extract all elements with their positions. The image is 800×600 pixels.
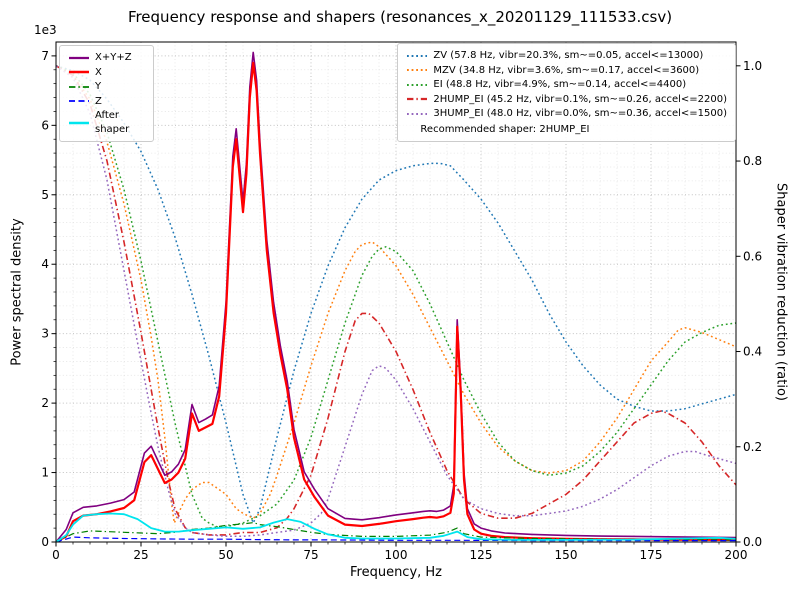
x-tick-label: 100: [385, 548, 408, 562]
left-axis-label: Power spectral density: [9, 218, 25, 366]
series-zv: [56, 65, 736, 524]
series-hump2: [56, 65, 736, 536]
x-tick-label: 75: [303, 548, 318, 562]
legend-item-ei: EI (48.8 Hz, vibr=4.9%, sm~=0.14, accel<…: [406, 78, 727, 92]
y-right-tick-label: 0.0: [743, 535, 762, 549]
y-left-tick-label: 5: [41, 188, 49, 202]
legend-line-sample-zv: [407, 54, 428, 57]
y-left-tick-label: 7: [41, 49, 49, 63]
y-left-tick-label: 1: [41, 466, 49, 480]
y-left-tick-label: 6: [41, 118, 49, 132]
legend-line-sample-x: [69, 71, 89, 74]
legend-label-ei: EI (48.8 Hz, vibr=4.9%, sm~=0.14, accel<…: [433, 79, 687, 90]
series-x: [56, 61, 736, 542]
legend-shapers: ZV (57.8 Hz, vibr=20.3%, sm~=0.05, accel…: [397, 43, 736, 142]
x-tick-label: 150: [555, 548, 578, 562]
series: [56, 51, 736, 542]
y-right-tick-label: 0.4: [743, 345, 762, 359]
series-mzv: [56, 65, 736, 524]
legend-line-sample-hump3: [407, 112, 428, 115]
y-right-tick-label: 0.8: [743, 154, 762, 168]
x-axis-label: Frequency, Hz: [349, 565, 443, 580]
legend-item-sum: X+Y+Z: [68, 51, 145, 65]
legend-label-z: Z: [95, 95, 102, 107]
legend-label-mzv: MZV (34.8 Hz, vibr=3.6%, sm~=0.17, accel…: [433, 64, 700, 76]
y-right-tick-label: 0.2: [743, 440, 762, 454]
legend-label-after: After shaper: [95, 110, 130, 135]
legend-item-after: After shaper: [68, 109, 145, 136]
legend-line-sample-after: [69, 121, 89, 124]
right-axis-label: Shaper vibration reduction (ratio): [773, 183, 789, 401]
legend-item-mzv: MZV (34.8 Hz, vibr=3.6%, sm~=0.17, accel…: [406, 64, 727, 78]
y-left-tick-label: 4: [41, 257, 49, 271]
legend-line-sample-hump2: [407, 98, 428, 101]
x-tick-label: 0: [52, 548, 60, 562]
y-right-tick-label: 0.6: [743, 249, 762, 263]
legend-label-zv: ZV (57.8 Hz, vibr=20.3%, sm~=0.05, accel…: [433, 50, 704, 61]
legend-item-z: Z: [68, 95, 145, 109]
legend-label-hump2: 2HUMP_EI (45.2 Hz, vibr=0.1%, sm~=0.26, …: [433, 93, 727, 105]
legend-label-hump3: 3HUMP_EI (48.0 Hz, vibr=0.0%, sm~=0.36, …: [433, 108, 727, 119]
y-left-tick-label: 2: [41, 396, 49, 410]
legend-label-y: Y: [95, 81, 102, 92]
legend-line-sample-ei: [407, 83, 428, 86]
legend-item-zv: ZV (57.8 Hz, vibr=20.3%, sm~=0.05, accel…: [406, 49, 727, 63]
x-tick-label: 175: [640, 548, 663, 562]
x-tick-label: 50: [218, 548, 233, 562]
legend-psd: X+Y+Z X Y Z After shaper: [59, 45, 154, 142]
legend-note-recommended-shaper: Recommended shaper: 2HUMP_EI: [420, 123, 590, 135]
chart-title: Frequency response and shapers (resonanc…: [127, 8, 673, 26]
series-z: [56, 536, 736, 542]
legend-line-sample-z: [69, 100, 89, 103]
legend-item-hump3: 3HUMP_EI (48.0 Hz, vibr=0.0%, sm~=0.36, …: [406, 107, 727, 121]
y-left-tick-label: 3: [41, 327, 49, 341]
legend-line-sample-y: [69, 85, 89, 88]
legend-label-x: X: [95, 66, 102, 78]
axis-offset-text: 1e3: [34, 23, 57, 37]
legend-item-y: Y: [68, 80, 145, 94]
x-tick-label: 25: [133, 548, 148, 562]
x-tick-label: 125: [470, 548, 493, 562]
series-y: [56, 522, 736, 542]
legend-label-sum: X+Y+Z: [95, 52, 132, 63]
legend-item-x: X: [68, 66, 145, 80]
series-after: [56, 512, 736, 542]
y-left-tick-label: 0: [41, 535, 49, 549]
legend-line-sample-mzv: [407, 69, 428, 72]
legend-item-hump2: 2HUMP_EI (45.2 Hz, vibr=0.1%, sm~=0.26, …: [406, 93, 727, 107]
x-tick-label: 200: [725, 548, 748, 562]
y-right-tick-label: 1.0: [743, 59, 762, 73]
legend-line-sample-sum: [69, 56, 89, 59]
axis-ticks: 0 25 50 75 100 125 150 175 200 0 1 2 3 4 5 6 7 0.0 0.2 0.4 0…: [41, 49, 762, 562]
